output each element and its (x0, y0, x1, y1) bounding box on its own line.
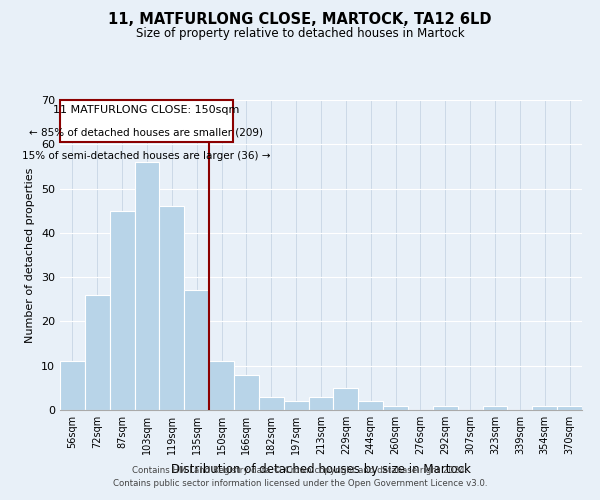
Bar (134, 162, 160, 410)
Bar (532, 406, 557, 410)
Bar (110, 210, 134, 410)
Text: 11 MATFURLONG CLOSE: 150sqm: 11 MATFURLONG CLOSE: 150sqm (53, 104, 239, 115)
Text: 15% of semi-detached houses are larger (36) →: 15% of semi-detached houses are larger (… (22, 151, 271, 161)
Text: Contains HM Land Registry data © Crown copyright and database right 2024.
Contai: Contains HM Land Registry data © Crown c… (113, 466, 487, 487)
Text: Size of property relative to detached houses in Martock: Size of property relative to detached ho… (136, 28, 464, 40)
Bar (358, 401, 383, 410)
Bar (383, 406, 408, 410)
Text: 11, MATFURLONG CLOSE, MARTOCK, TA12 6LD: 11, MATFURLONG CLOSE, MARTOCK, TA12 6LD (108, 12, 492, 28)
Bar (85, 295, 110, 410)
Bar (433, 406, 458, 410)
Bar (308, 396, 334, 410)
Bar (60, 362, 85, 410)
Bar (184, 290, 209, 410)
Bar (284, 401, 308, 410)
Bar (259, 396, 284, 410)
FancyBboxPatch shape (60, 100, 233, 142)
Bar (160, 206, 184, 410)
Bar (209, 362, 234, 410)
X-axis label: Distribution of detached houses by size in Martock: Distribution of detached houses by size … (171, 462, 471, 475)
Bar (334, 388, 358, 410)
Bar (557, 406, 582, 410)
Bar (234, 374, 259, 410)
Y-axis label: Number of detached properties: Number of detached properties (25, 168, 35, 342)
Bar (482, 406, 508, 410)
Text: ← 85% of detached houses are smaller (209): ← 85% of detached houses are smaller (20… (29, 128, 263, 138)
